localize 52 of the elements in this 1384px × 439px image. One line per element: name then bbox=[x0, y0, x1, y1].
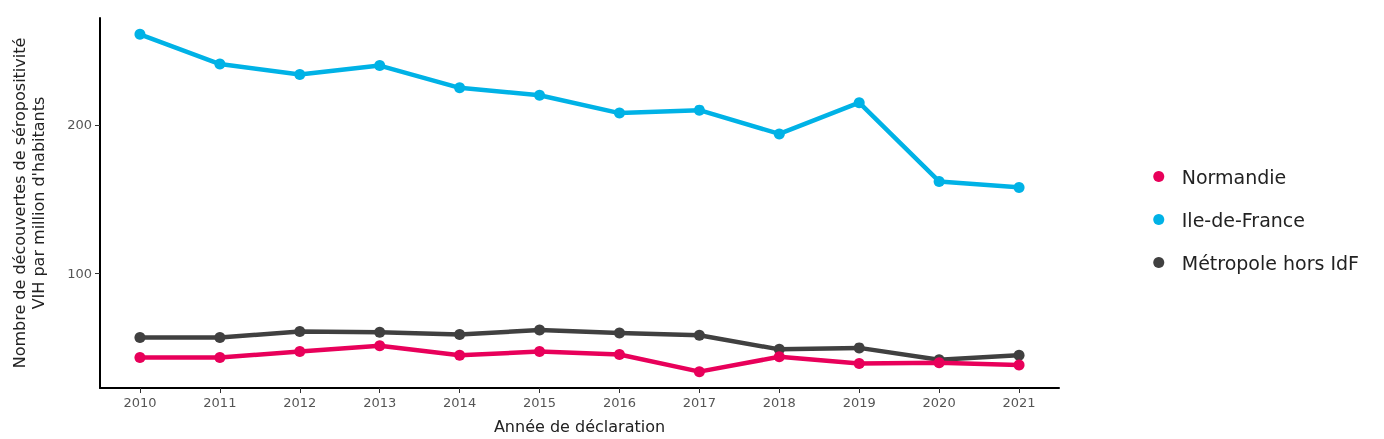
point bbox=[534, 324, 546, 336]
y-tick-label: 200 bbox=[67, 117, 92, 133]
point bbox=[1013, 181, 1025, 193]
point bbox=[613, 327, 625, 339]
x-tick-label: 2014 bbox=[443, 395, 477, 410]
point bbox=[773, 128, 785, 140]
point bbox=[294, 346, 306, 358]
legend-label: Normandie bbox=[1181, 165, 1287, 188]
point bbox=[214, 331, 226, 343]
point bbox=[134, 352, 146, 364]
x-tick-label: 2021 bbox=[1002, 395, 1036, 410]
point bbox=[613, 349, 625, 361]
y-tick-label: 100 bbox=[67, 266, 92, 282]
point bbox=[534, 346, 546, 358]
point bbox=[853, 97, 865, 109]
point bbox=[214, 58, 226, 70]
point bbox=[214, 352, 226, 364]
point bbox=[294, 68, 306, 80]
point bbox=[454, 329, 466, 340]
x-tick-label: 2011 bbox=[203, 395, 237, 410]
point bbox=[613, 107, 625, 119]
point bbox=[853, 357, 865, 369]
point bbox=[294, 326, 306, 338]
point bbox=[374, 340, 386, 352]
point bbox=[693, 329, 705, 341]
x-tick-label: 2017 bbox=[682, 395, 716, 410]
point bbox=[853, 342, 865, 354]
point bbox=[933, 175, 945, 187]
x-tick-label: 2019 bbox=[842, 395, 876, 410]
x-tick-label: 2013 bbox=[363, 395, 397, 410]
x-tick-label: 2016 bbox=[602, 395, 637, 410]
point bbox=[534, 89, 546, 101]
x-tick-label: 2012 bbox=[283, 395, 317, 410]
point bbox=[134, 331, 146, 343]
y-axis-title: Nombre de découvertes de séropositivité VIH par million d'habitants bbox=[10, 37, 48, 369]
x-tick-label: 2018 bbox=[762, 395, 796, 410]
point bbox=[1013, 359, 1025, 371]
legend-label: Métropole hors IdF bbox=[1181, 251, 1360, 274]
point bbox=[1013, 349, 1025, 361]
point bbox=[773, 351, 785, 363]
point bbox=[693, 104, 705, 116]
point bbox=[454, 82, 466, 94]
x-tick-label: 2020 bbox=[922, 395, 956, 410]
point bbox=[693, 366, 705, 378]
point bbox=[134, 28, 146, 40]
x-tick-label: 2010 bbox=[123, 395, 157, 410]
legend-label: Ile-de-France bbox=[1181, 208, 1305, 231]
point bbox=[454, 349, 466, 361]
x-tick-label: 2015 bbox=[522, 395, 557, 410]
point bbox=[374, 326, 386, 338]
point bbox=[374, 60, 386, 72]
x-axis-title: Année de déclaration bbox=[493, 416, 666, 436]
